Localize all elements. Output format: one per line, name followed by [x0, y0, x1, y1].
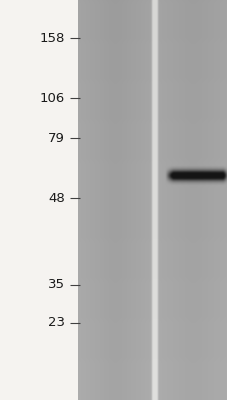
Text: 35: 35 [48, 278, 65, 292]
Text: 158: 158 [39, 32, 65, 44]
Text: 79: 79 [48, 132, 65, 144]
Text: 106: 106 [39, 92, 65, 104]
Text: 48: 48 [48, 192, 65, 204]
Text: 23: 23 [48, 316, 65, 330]
